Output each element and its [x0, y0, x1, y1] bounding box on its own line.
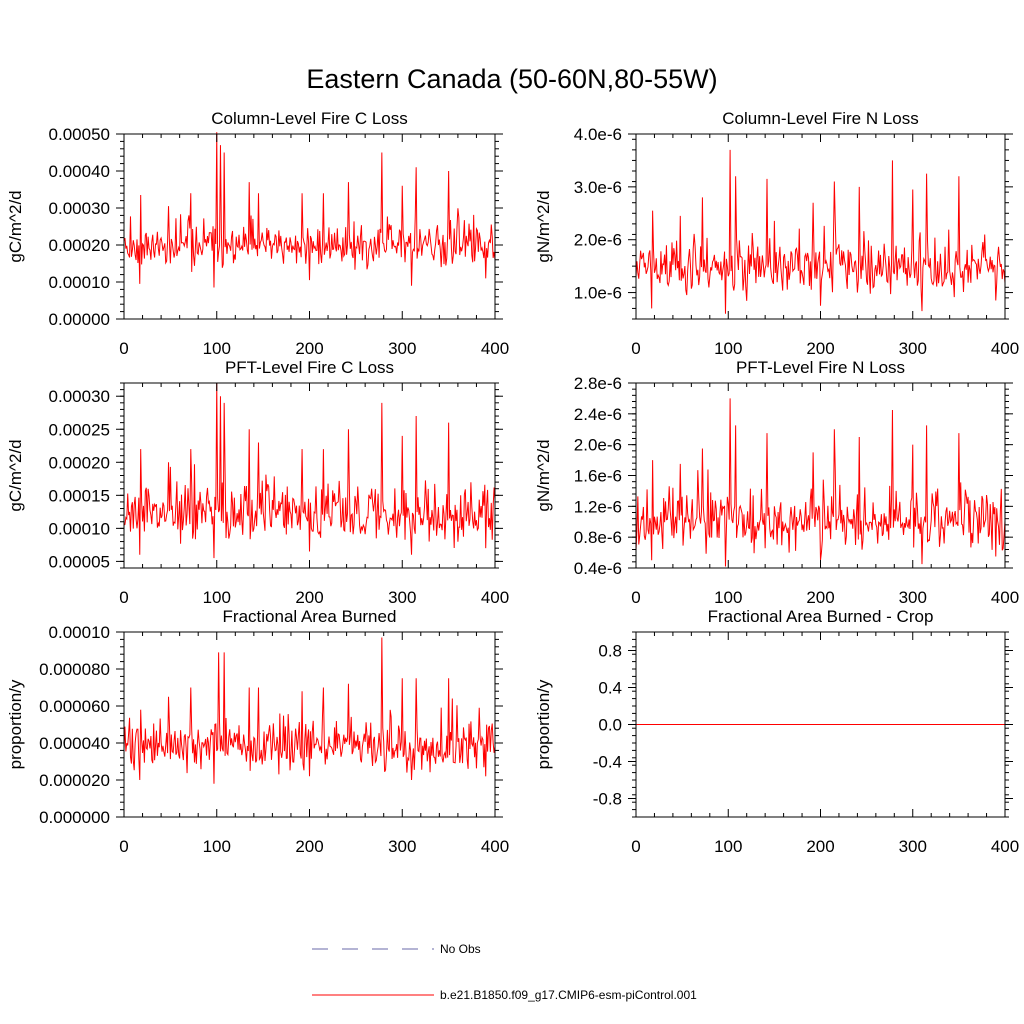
- x-tick-label: 200: [806, 339, 834, 358]
- y-tick-label: 0.00030: [49, 387, 110, 406]
- y-tick-label: 2.0e-6: [574, 436, 622, 455]
- y-tick-label: -0.4: [593, 753, 622, 772]
- x-tick-label: 400: [481, 837, 509, 856]
- legend-obs-label: No Obs: [440, 942, 481, 956]
- y-tick-label: 2.8e-6: [574, 374, 622, 393]
- chart-panel-5: 0 100 200 300 400 0.000000 0.000020 0.000040 0.0…: [6, 607, 509, 856]
- y-tick-label: 0.00040: [49, 162, 110, 181]
- series-line-5-1: [123, 637, 496, 784]
- chart-panel-4: 0 100 200 300 400 0.4e-6 0.8e-6 1.2e-6 1.6e-6 2.0…: [534, 358, 1019, 607]
- y-axis-label: gN/m^2/d: [534, 190, 553, 262]
- x-tick-label: 400: [481, 339, 509, 358]
- x-tick-label: 0: [119, 588, 128, 607]
- panel-title: PFT-Level Fire C Loss: [225, 358, 394, 377]
- y-tick-label: 4.0e-6: [574, 125, 622, 144]
- chart-panel-6: 0 100 200 300 400 -0.8 -0.4 0.0 0.4 0.8 Fractional…: [534, 607, 1019, 856]
- series-line-2-1: [635, 149, 1006, 314]
- x-tick-label: 400: [991, 588, 1019, 607]
- y-tick-label: 1.2e-6: [574, 497, 622, 516]
- y-tick-label: -0.8: [593, 790, 622, 809]
- chart-panel-1: 0 100 200 300 400 0.00000 0.00010 0.00020 0.0003…: [6, 109, 509, 358]
- y-tick-label: 0.00010: [49, 273, 110, 292]
- panel-title: Column-Level Fire C Loss: [211, 109, 408, 128]
- series-line-4-1: [635, 398, 1006, 567]
- y-tick-label: 0.000080: [39, 660, 110, 679]
- x-tick-label: 100: [203, 339, 231, 358]
- y-tick-label: 0.00020: [49, 236, 110, 255]
- figure-title: Eastern Canada (50-60N,80-55W): [306, 64, 717, 94]
- x-tick-label: 100: [714, 339, 742, 358]
- y-tick-label: 0.00015: [49, 486, 110, 505]
- x-tick-label: 0: [631, 588, 640, 607]
- x-tick-label: 100: [203, 588, 231, 607]
- y-axis-label: proportion/y: [6, 679, 25, 769]
- y-tick-label: 0.000040: [39, 734, 110, 753]
- y-tick-label: 0.4: [598, 679, 622, 698]
- series-line-1-1: [123, 132, 496, 288]
- y-tick-label: 2.0e-6: [574, 231, 622, 250]
- legend-model-label: b.e21.B1850.f09_g17.CMIP6-esm-piControl.…: [440, 988, 697, 1002]
- y-tick-label: 0.00020: [49, 453, 110, 472]
- x-tick-label: 0: [119, 837, 128, 856]
- y-axis-label: gC/m^2/d: [6, 190, 25, 262]
- x-tick-label: 200: [295, 339, 323, 358]
- x-tick-label: 0: [631, 339, 640, 358]
- x-tick-label: 200: [806, 588, 834, 607]
- y-tick-label: 0.00005: [49, 552, 110, 571]
- legend: No Obs b.e21.B1850.f09_g17.CMIP6-esm-piC…: [312, 942, 697, 1002]
- y-tick-label: 0.8e-6: [574, 528, 622, 547]
- y-tick-label: 0.00010: [49, 519, 110, 538]
- plot-frame: [123, 133, 496, 320]
- x-tick-label: 300: [388, 339, 416, 358]
- x-tick-label: 100: [714, 837, 742, 856]
- x-tick-label: 100: [714, 588, 742, 607]
- y-tick-label: 0.000060: [39, 697, 110, 716]
- x-tick-label: 400: [991, 339, 1019, 358]
- panel-title: Fractional Area Burned - Crop: [708, 607, 934, 626]
- x-tick-label: 200: [806, 837, 834, 856]
- y-tick-label: 0.0: [598, 716, 622, 735]
- y-tick-label: 0.8: [598, 642, 622, 661]
- x-tick-label: 400: [991, 837, 1019, 856]
- chart-panel-3: 0 100 200 300 400 0.00005 0.00010 0.00015 0.0002…: [6, 358, 509, 607]
- y-tick-label: 1.6e-6: [574, 467, 622, 486]
- plot-frame: [123, 631, 496, 818]
- x-tick-label: 300: [388, 588, 416, 607]
- y-axis-label: proportion/y: [534, 679, 553, 769]
- x-tick-label: 0: [631, 837, 640, 856]
- y-tick-label: 0.00000: [49, 310, 110, 329]
- x-tick-label: 300: [899, 837, 927, 856]
- series-line-3-1: [123, 382, 496, 559]
- y-tick-label: 1.0e-6: [574, 284, 622, 303]
- x-tick-label: 100: [203, 837, 231, 856]
- panel-title: PFT-Level Fire N Loss: [736, 358, 905, 377]
- x-tick-label: 300: [899, 339, 927, 358]
- y-axis-label: gC/m^2/d: [6, 439, 25, 511]
- panels-group: 0 100 200 300 4000.000000.000100.000200.0003…: [6, 109, 1019, 856]
- y-axis-label: gN/m^2/d: [534, 439, 553, 511]
- x-tick-label: 300: [899, 588, 927, 607]
- x-tick-label: 300: [388, 837, 416, 856]
- y-tick-label: 0.4e-6: [574, 559, 622, 578]
- y-tick-label: 0.000020: [39, 771, 110, 790]
- y-tick-label: 0.00030: [49, 199, 110, 218]
- y-tick-label: 3.0e-6: [574, 178, 622, 197]
- y-tick-label: 0.00010: [49, 623, 110, 642]
- panel-title: Fractional Area Burned: [223, 607, 397, 626]
- y-tick-label: 0.00025: [49, 420, 110, 439]
- y-tick-label: 0.000000: [39, 808, 110, 827]
- y-tick-label: 0.00050: [49, 125, 110, 144]
- x-tick-label: 200: [295, 588, 323, 607]
- x-tick-label: 400: [481, 588, 509, 607]
- panel-title: Column-Level Fire N Loss: [722, 109, 919, 128]
- x-tick-label: 200: [295, 837, 323, 856]
- chart-panel-2: 0 100 200 300 400 1.0e-6 2.0e-6 3.0e-6 4.0e-6 Col…: [534, 109, 1019, 358]
- x-tick-label: 0: [119, 339, 128, 358]
- y-tick-label: 2.4e-6: [574, 405, 622, 424]
